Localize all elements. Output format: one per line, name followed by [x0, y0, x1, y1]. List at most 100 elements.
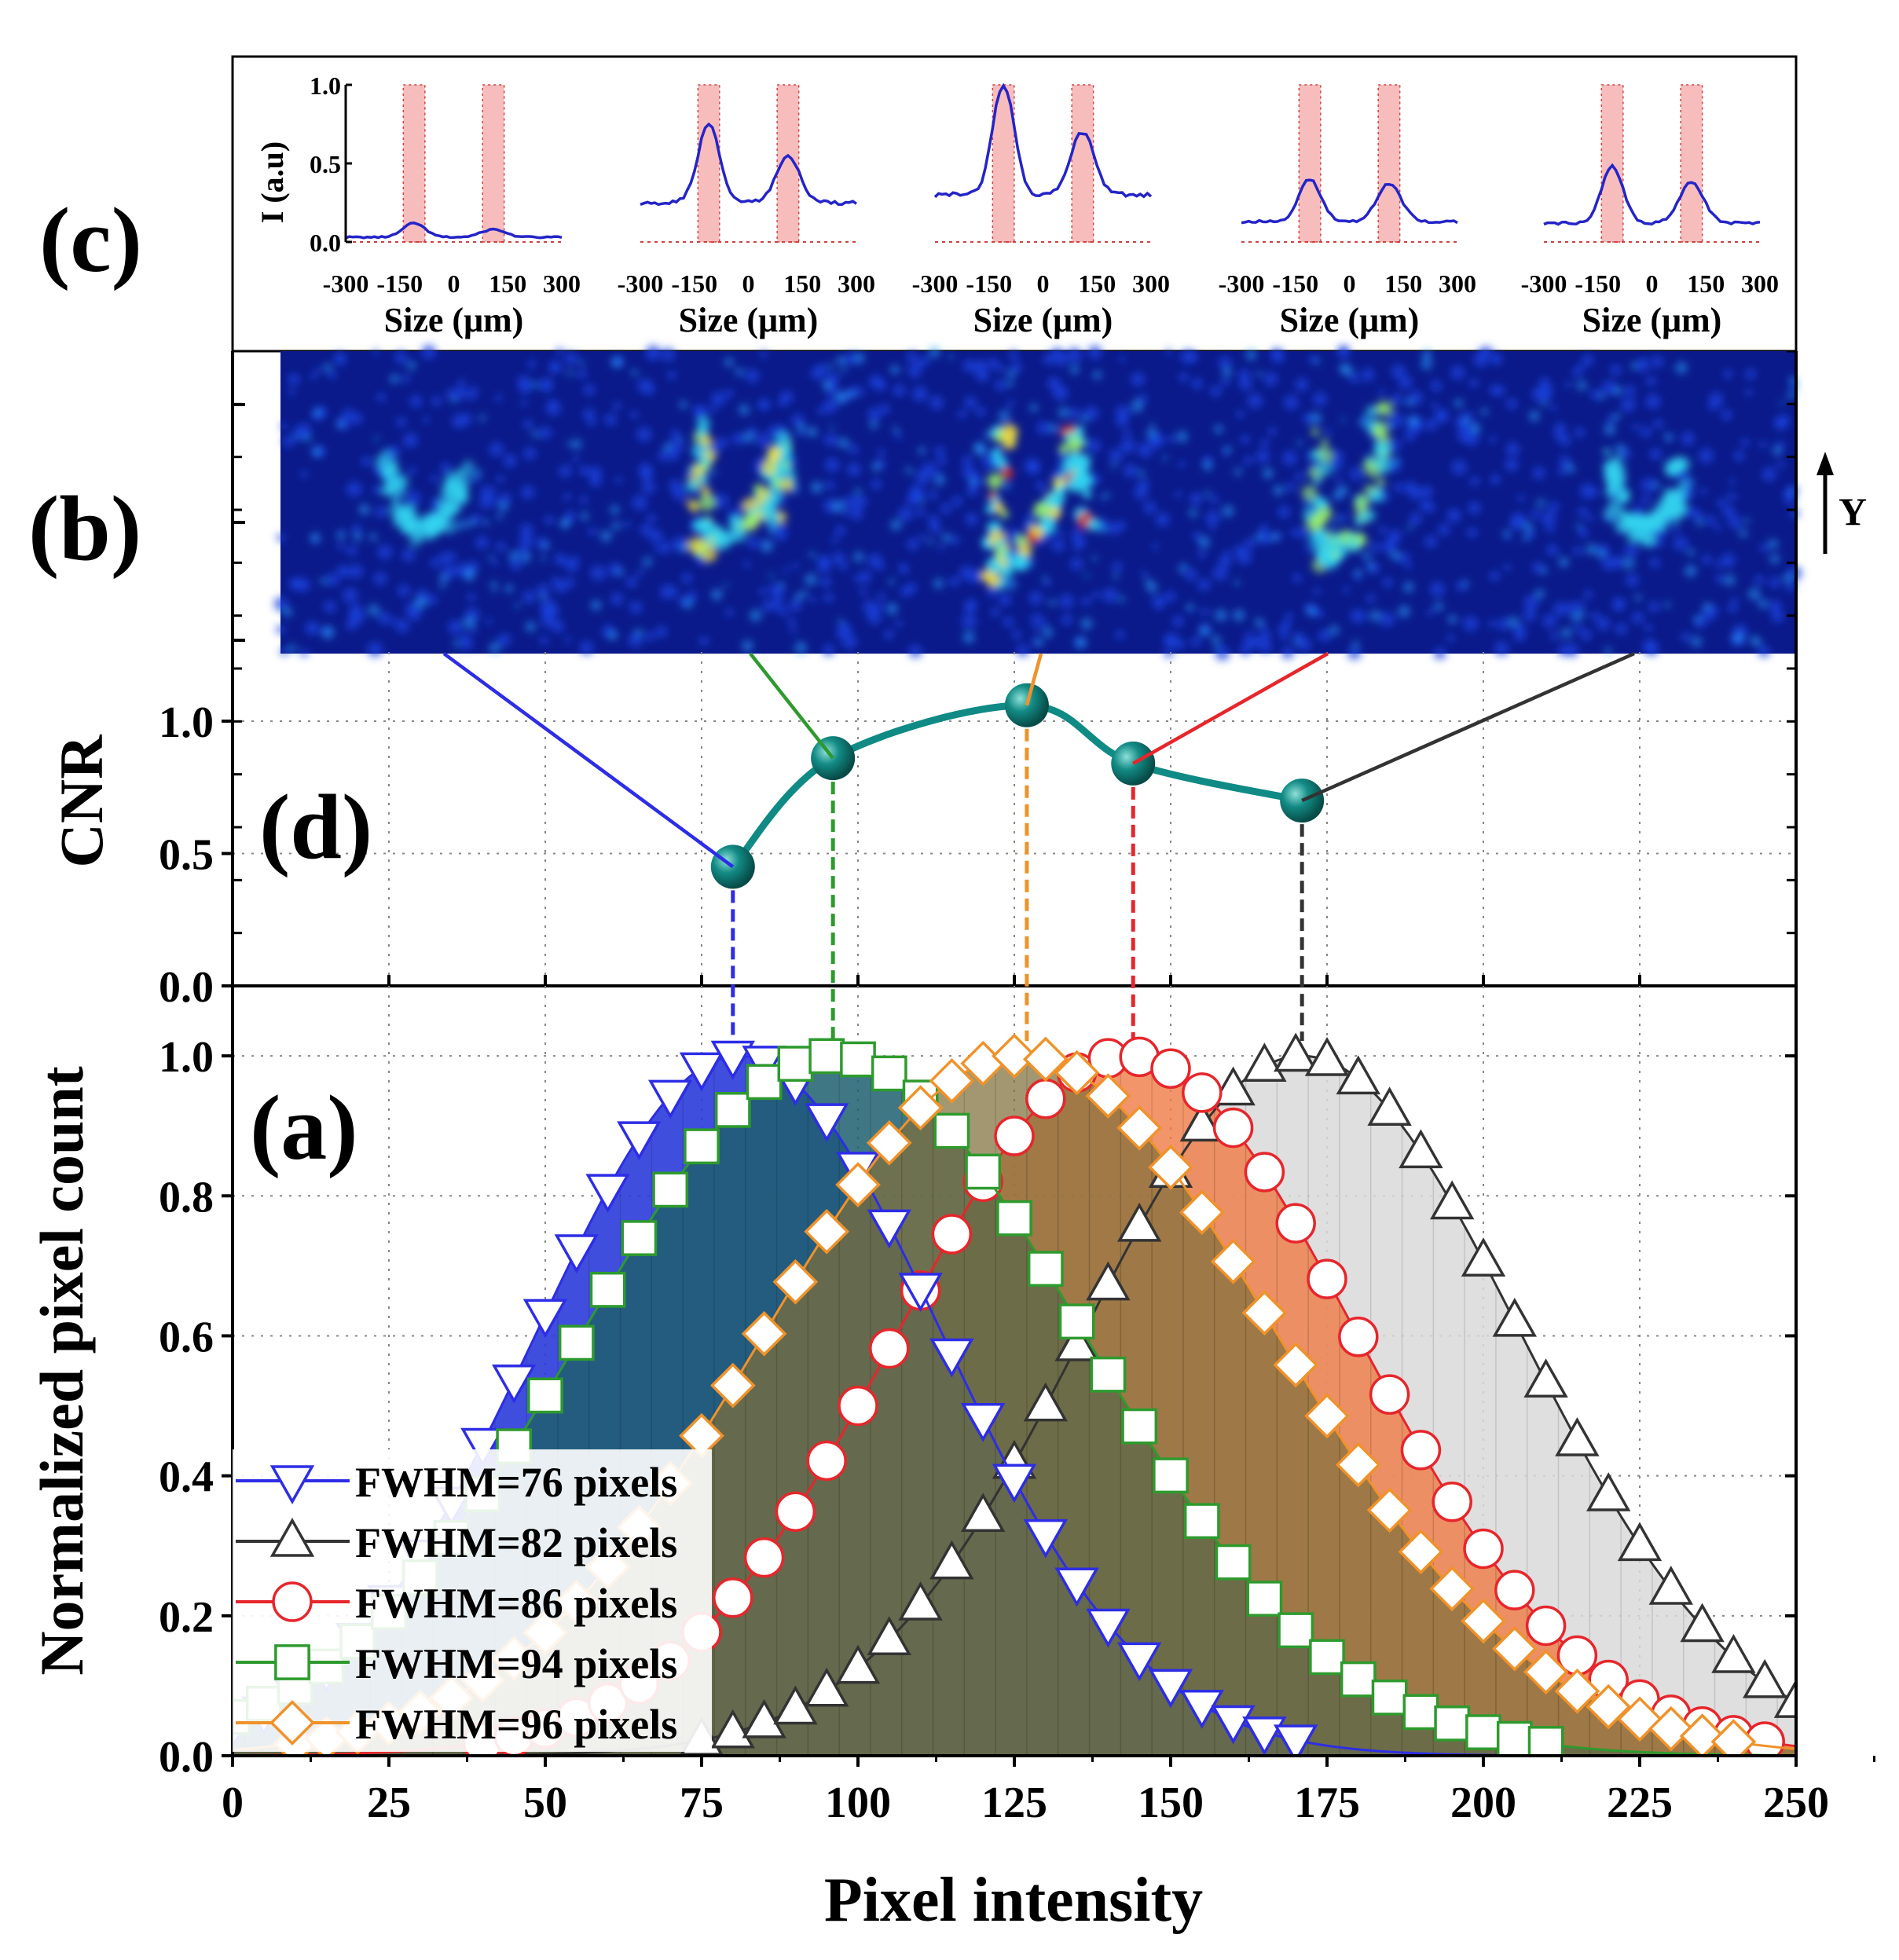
data-point-4	[1309, 1639, 1345, 1676]
speckle	[1061, 614, 1073, 625]
speckle	[1047, 505, 1062, 520]
speckle	[714, 529, 727, 542]
speckle	[1393, 482, 1404, 493]
speckle	[905, 582, 917, 594]
speckle	[548, 361, 562, 374]
data-point-2	[1367, 1086, 1412, 1127]
speckle	[463, 616, 476, 629]
speckle	[478, 414, 486, 422]
speckle	[1502, 529, 1510, 537]
speckle	[348, 563, 364, 579]
speckle	[897, 506, 914, 522]
data-point-4	[714, 1091, 751, 1128]
profile-x-tick-label: 150	[1687, 269, 1725, 298]
speckle	[583, 383, 596, 396]
speckle	[1523, 608, 1537, 622]
speckle	[540, 555, 547, 562]
speckle	[612, 401, 621, 411]
speckle	[1080, 617, 1093, 630]
speckle	[962, 631, 975, 644]
speckle	[779, 450, 793, 463]
data-point-4	[1371, 1679, 1408, 1716]
speckle	[1537, 381, 1553, 397]
speckle	[918, 533, 926, 542]
connector-line	[1132, 652, 1329, 765]
speckle	[1292, 573, 1303, 583]
profile-x-tick-label: 150	[783, 269, 821, 298]
speckle	[1190, 636, 1201, 647]
speckle	[1083, 573, 1090, 578]
speckle	[929, 521, 942, 534]
speckle	[610, 504, 620, 515]
speckle	[668, 438, 684, 454]
data-point-3	[1150, 1048, 1191, 1090]
legend-marker-4	[274, 1644, 310, 1680]
speckle	[1508, 616, 1520, 628]
speckle	[1311, 449, 1324, 463]
data-point-1	[1148, 1669, 1193, 1709]
speckle	[899, 562, 906, 570]
speckle	[1466, 527, 1478, 538]
speckle	[430, 558, 441, 568]
speckle	[834, 390, 848, 404]
speckle	[892, 426, 900, 433]
speckle	[408, 466, 416, 475]
speckle	[1497, 617, 1510, 631]
speckle	[1211, 635, 1221, 645]
data-point-3	[743, 1537, 785, 1578]
profile-x-axis-label: Size (μm)	[679, 301, 819, 339]
speckle	[933, 578, 944, 589]
speckle	[1620, 397, 1636, 412]
speckle	[467, 592, 476, 602]
speckle	[521, 485, 535, 500]
profile-x-tick-label: 300	[543, 269, 581, 298]
speckle	[763, 548, 768, 553]
speckle	[1201, 607, 1210, 617]
cnr-plot: 0.0 0.5 1.0	[159, 350, 1798, 1041]
speckle	[402, 432, 418, 449]
speckle	[478, 494, 493, 510]
speckle	[1005, 578, 1017, 590]
speckle	[655, 625, 668, 638]
speckle	[624, 520, 632, 528]
speckle	[587, 417, 596, 427]
speckle	[992, 447, 1002, 457]
speckle	[940, 503, 951, 515]
speckle	[678, 436, 684, 441]
speckle	[467, 577, 473, 583]
data-point-2	[804, 1667, 849, 1707]
speckle	[768, 573, 775, 579]
speckle	[1343, 586, 1351, 594]
speckle	[709, 405, 717, 413]
speckle	[1578, 363, 1585, 370]
speckle	[661, 347, 676, 362]
speckle	[1773, 446, 1782, 456]
speckle	[836, 356, 846, 366]
speckle	[1295, 471, 1304, 482]
speckle-image-4	[1185, 345, 1497, 661]
speckle	[373, 572, 387, 586]
data-point-3	[1025, 1079, 1066, 1119]
speckle	[389, 374, 400, 384]
speckle	[611, 522, 621, 531]
speckle	[431, 396, 442, 407]
speckle	[616, 568, 624, 576]
speckle	[539, 594, 546, 601]
speckle	[724, 389, 734, 398]
speckle	[1744, 388, 1753, 397]
speckle	[289, 578, 299, 588]
legend-label-2: FWHM=82 pixels	[355, 1519, 677, 1566]
speckle	[642, 557, 653, 567]
speckle	[401, 374, 410, 383]
speckle	[1238, 376, 1253, 391]
speckle	[1693, 614, 1702, 623]
speckle	[906, 538, 919, 551]
speckle	[1325, 427, 1333, 434]
speckle	[1681, 431, 1696, 446]
speckle	[1674, 459, 1686, 471]
speckle	[1687, 548, 1696, 557]
speckle	[1120, 438, 1136, 454]
speckle	[852, 551, 864, 562]
data-point-1	[460, 1427, 505, 1467]
speckle	[1087, 438, 1102, 453]
